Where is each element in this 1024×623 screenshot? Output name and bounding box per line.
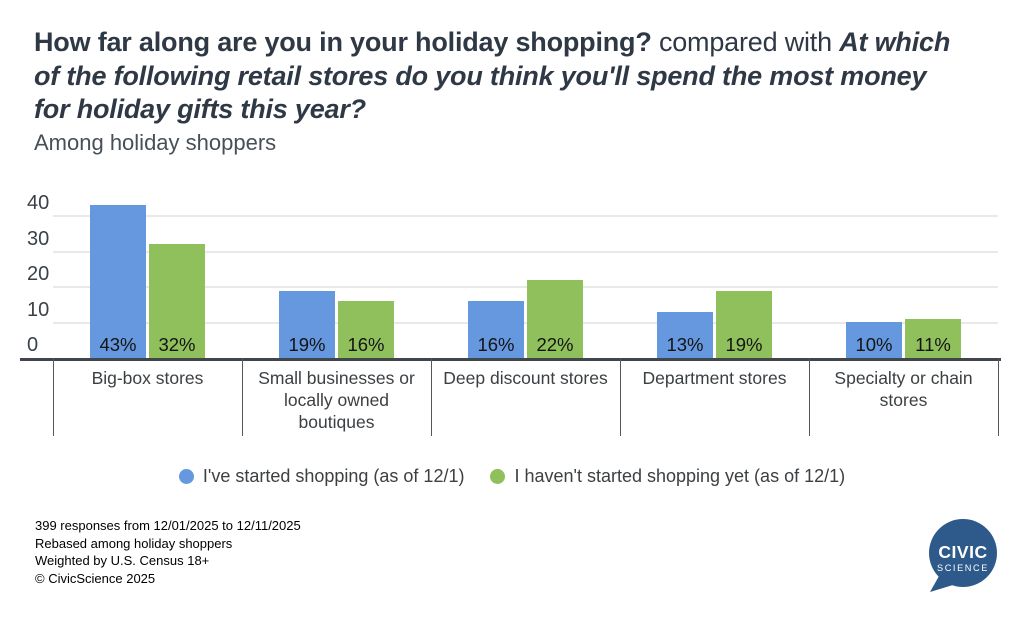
gridline	[53, 250, 998, 253]
blue-bar	[657, 312, 713, 358]
gridline	[53, 286, 998, 288]
blue-bar	[846, 322, 902, 358]
logo-text-civic: CIVIC	[938, 542, 987, 562]
bar-value-label: 16%	[347, 334, 385, 355]
y-axis-tick-label: 30	[27, 227, 50, 250]
logo-bubble-tail	[930, 576, 953, 592]
chart-footnotes: 399 responses from 12/01/2025 to 12/11/2…	[35, 517, 301, 587]
y-axis-tick-label: 0	[27, 334, 39, 356]
green-bar	[716, 291, 772, 358]
blue-bar	[279, 291, 335, 358]
x-axis-divider	[809, 358, 810, 436]
title-question-2: At which of the following retail stores …	[34, 27, 951, 124]
logo-text-science: SCIENCE	[937, 563, 989, 573]
blue-bar	[468, 301, 524, 358]
bar-value-label: 11%	[915, 334, 951, 355]
footnote-responses: 399 responses from 12/01/2025 to 12/11/2…	[35, 518, 301, 533]
page-title: How far along are you in your holiday sh…	[34, 26, 956, 127]
x-axis-divider	[53, 358, 54, 436]
chart-legend: I've started shopping (as of 12/1) I have…	[0, 466, 1024, 487]
x-axis-category-label: Deep discount stores	[443, 368, 608, 388]
bar-value-label: 10%	[855, 334, 893, 355]
legend-dot-icon	[490, 469, 506, 484]
x-axis-category-label: Department stores	[642, 368, 787, 388]
green-bar	[905, 319, 961, 358]
green-bar	[149, 244, 205, 358]
bar-value-label: 43%	[99, 334, 137, 355]
chart-subtitle: Among holiday shoppers	[34, 129, 277, 155]
legend-label: I've started shopping (as of 12/1)	[202, 466, 465, 486]
bar-value-label: 32%	[158, 334, 196, 355]
legend-dot-icon	[178, 469, 194, 484]
legend-label: I haven't started shopping yet (as of 12…	[514, 466, 846, 486]
x-axis-divider	[620, 358, 621, 436]
green-bar	[338, 301, 394, 358]
chart-header: How far along are you in your holiday sh…	[34, 26, 956, 156]
bar-value-label: 13%	[666, 334, 704, 355]
x-axis-divider	[431, 358, 432, 436]
civicscience-logo: CIVIC SCIENCE	[929, 519, 997, 592]
gridline	[53, 215, 998, 217]
x-axis-divider	[998, 358, 999, 436]
logo-bubble-circle	[929, 519, 997, 587]
x-axis-line	[20, 358, 1001, 361]
bar-value-label: 22%	[536, 334, 574, 355]
footnote-copyright: © CivicScience 2025	[35, 570, 156, 586]
gridline	[53, 321, 998, 324]
x-axis-category-label: Specialty or chain stores	[834, 368, 973, 410]
y-axis-tick-label: 20	[27, 263, 50, 285]
legend-item: I haven't started shopping yet (as of 12…	[490, 466, 845, 487]
footnote-rebased: Rebased among holiday shoppers	[35, 535, 233, 551]
bar-value-label: 19%	[288, 334, 326, 355]
x-axis-category-label: Small businesses or locally owned boutiq…	[258, 368, 415, 432]
blue-bar	[90, 205, 146, 358]
y-axis-tick-label: 10	[27, 298, 50, 321]
title-question-1: How far along are you in your holiday sh…	[34, 27, 652, 57]
x-axis-divider	[242, 358, 243, 436]
legend-item: I've started shopping (as of 12/1)	[178, 466, 465, 487]
bar-value-label: 19%	[725, 334, 763, 355]
x-axis-category-label: Big-box stores	[91, 368, 204, 388]
bar-value-label: 16%	[477, 334, 515, 355]
title-connector: compared with	[651, 27, 840, 57]
footnote-weighting: Weighted by U.S. Census 18+	[35, 553, 210, 568]
y-axis-tick-label: 40	[27, 192, 50, 214]
green-bar	[527, 280, 583, 358]
